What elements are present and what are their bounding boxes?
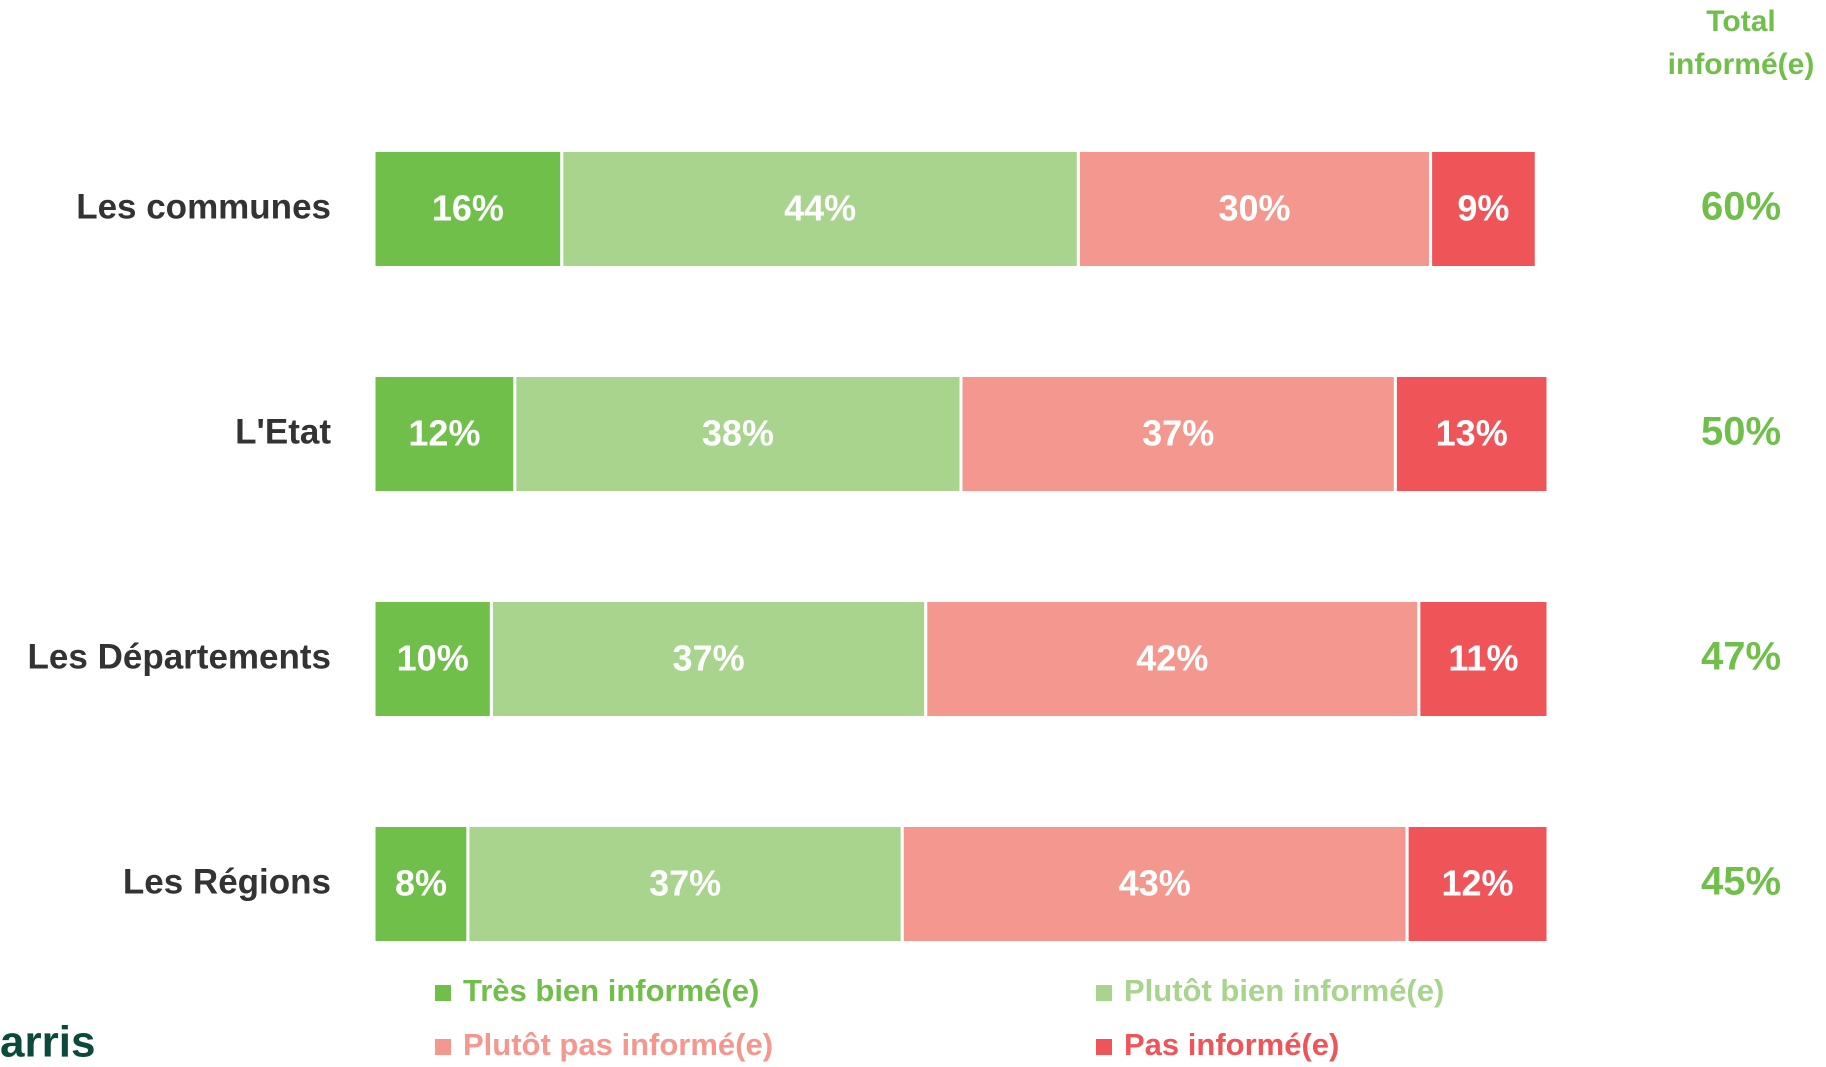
data-label: 10% [397, 638, 469, 679]
legend-label: Pas informé(e) [1124, 1027, 1339, 1062]
legend-swatch [1096, 985, 1112, 1001]
bar-segment [372, 599, 493, 719]
bar-segment [1405, 824, 1550, 944]
legend-swatch [435, 1039, 451, 1055]
bar-segment [489, 599, 928, 719]
logo: arris [0, 1018, 95, 1067]
data-label: 12% [408, 413, 480, 454]
total-label: 50% [1701, 410, 1781, 454]
category-label: Les Départements [28, 637, 331, 676]
legend-swatch [1096, 1039, 1112, 1055]
bar-segment [372, 149, 564, 269]
bar-segment [372, 824, 470, 944]
bar-segment [1417, 599, 1550, 719]
data-label: 38% [702, 413, 774, 454]
legend-label: Plutôt bien informé(e) [1124, 973, 1444, 1008]
category-label: Les Régions [123, 862, 331, 901]
total-label: 45% [1701, 860, 1781, 904]
data-label: 37% [673, 638, 745, 679]
data-label: 11% [1448, 638, 1518, 679]
bar-segment [1393, 374, 1550, 494]
data-label: 30% [1218, 188, 1290, 229]
data-label: 44% [784, 188, 856, 229]
bar-segment [372, 374, 517, 494]
total-label: 60% [1701, 185, 1781, 229]
bar-segment [1429, 149, 1538, 269]
data-label: 37% [1142, 413, 1214, 454]
legend-label: Plutôt pas informé(e) [463, 1027, 773, 1062]
bar-segment [513, 374, 963, 494]
legend-swatch [435, 985, 451, 1001]
data-label: 37% [649, 863, 721, 904]
legend-label: Très bien informé(e) [463, 973, 759, 1008]
data-label: 13% [1436, 413, 1508, 454]
data-label: 16% [432, 188, 504, 229]
data-label: 43% [1119, 863, 1191, 904]
bar-segment [560, 149, 1080, 269]
data-label: 8% [395, 863, 447, 904]
bar-segment [466, 824, 904, 944]
data-label: 42% [1136, 638, 1208, 679]
total-header: Total [1706, 5, 1775, 38]
bar-segment [1076, 149, 1433, 269]
total-header: informé(e) [1668, 48, 1815, 81]
category-label: Les communes [76, 187, 331, 226]
bar-segment [959, 374, 1397, 494]
category-label: L'Etat [235, 412, 331, 451]
total-label: 47% [1701, 635, 1781, 679]
data-label: 9% [1457, 188, 1509, 229]
data-label: 12% [1442, 863, 1514, 904]
